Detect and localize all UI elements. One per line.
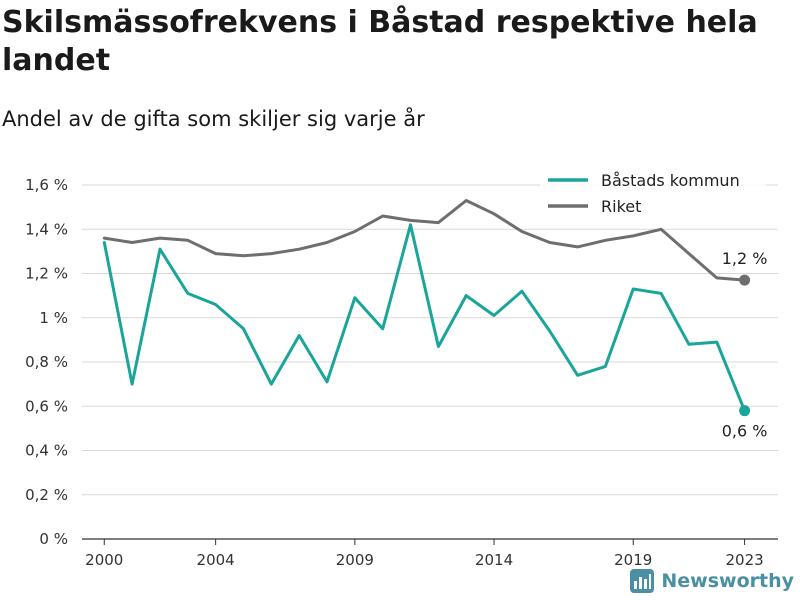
x-tick-label: 2023	[725, 551, 763, 569]
chart-title: Skilsmässofrekvens i Båstad respektive h…	[2, 5, 758, 78]
data-point-riket	[437, 221, 440, 224]
data-point-bastad	[131, 383, 134, 386]
y-tick-label: 0,2 %	[25, 486, 68, 504]
data-point-bastad	[214, 303, 217, 306]
newsworthy-logo: Newsworthy	[629, 568, 794, 594]
data-point-riket	[242, 254, 245, 257]
y-tick-label: 1,6 %	[25, 176, 68, 194]
data-point-bastad	[409, 223, 412, 226]
data-point-riket	[660, 228, 663, 231]
data-point-riket	[687, 252, 690, 255]
data-point-bastad	[715, 341, 718, 344]
end-label-bastad: 0,6 %	[722, 422, 768, 441]
data-point-bastad	[493, 314, 496, 317]
data-point-riket	[381, 214, 384, 217]
legend: Båstads kommun Riket	[540, 168, 766, 218]
data-point-bastad	[548, 330, 551, 333]
newsworthy-logo-icon	[630, 569, 655, 593]
data-point-bastad	[660, 292, 663, 295]
data-point-riket	[158, 237, 161, 240]
data-point-riket	[103, 237, 106, 240]
y-tick-label: 0,6 %	[25, 397, 68, 415]
series-line-bastad	[102, 223, 747, 413]
data-point-riket	[715, 276, 718, 279]
data-point-riket	[214, 252, 217, 255]
legend-label-riket: Riket	[601, 197, 641, 216]
end-marker-riket	[739, 274, 751, 286]
y-tick-label: 1 %	[39, 309, 68, 327]
end-marker-bastad	[739, 405, 751, 417]
y-tick-label: 0 %	[39, 530, 68, 548]
data-point-riket	[604, 239, 607, 242]
data-point-bastad	[186, 292, 189, 295]
x-tick-label: 2000	[85, 551, 123, 569]
data-point-riket	[409, 219, 412, 222]
end-labels: 0,6 % 1,2 %	[722, 249, 768, 441]
data-point-riket	[493, 212, 496, 215]
x-tick-label: 2019	[614, 551, 652, 569]
data-point-riket	[632, 234, 635, 237]
data-point-bastad	[465, 294, 468, 297]
y-tick-label: 1,2 %	[25, 265, 68, 283]
data-point-bastad	[325, 380, 328, 383]
data-point-riket	[186, 239, 189, 242]
data-point-bastad	[353, 296, 356, 299]
data-point-riket	[270, 252, 273, 255]
data-point-bastad	[103, 241, 106, 244]
data-point-riket	[576, 245, 579, 248]
data-point-riket	[548, 241, 551, 244]
x-axis: 2000 2004 2009 2014 2019 2023	[85, 539, 764, 569]
data-point-bastad	[437, 345, 440, 348]
data-point-bastad	[520, 290, 523, 293]
data-point-riket	[353, 230, 356, 233]
data-point-bastad	[270, 383, 273, 386]
data-point-bastad	[604, 365, 607, 368]
data-point-riket	[325, 241, 328, 244]
data-point-bastad	[576, 374, 579, 377]
series-lines	[102, 199, 751, 417]
legend-label-bastad: Båstads kommun	[601, 171, 740, 190]
end-label-riket: 1,2 %	[722, 249, 768, 268]
series-line-riket	[102, 199, 747, 282]
data-point-bastad	[381, 327, 384, 330]
y-tick-label: 1,4 %	[25, 220, 68, 238]
y-tick-label: 0,8 %	[25, 353, 68, 371]
x-tick-label: 2009	[336, 551, 374, 569]
data-point-bastad	[298, 334, 301, 337]
data-point-bastad	[158, 248, 161, 251]
x-tick-label: 2014	[475, 551, 513, 569]
data-point-bastad	[687, 343, 690, 346]
data-point-riket	[131, 241, 134, 244]
data-point-riket	[298, 248, 301, 251]
x-tick-label: 2004	[197, 551, 235, 569]
y-axis: 0 % 0,2 % 0,4 % 0,6 % 0,8 % 1 % 1,2 % 1,4 % 1,6 …	[25, 176, 68, 548]
logo-text: Newsworthy	[661, 570, 794, 592]
data-point-riket	[520, 230, 523, 233]
data-point-bastad	[242, 327, 245, 330]
y-tick-label: 0,4 %	[25, 442, 68, 460]
grid-lines	[82, 184, 778, 540]
chart-subtitle: Andel av de gifta som skiljer sig varje …	[2, 107, 425, 131]
data-point-riket	[465, 199, 468, 202]
data-point-bastad	[632, 287, 635, 290]
